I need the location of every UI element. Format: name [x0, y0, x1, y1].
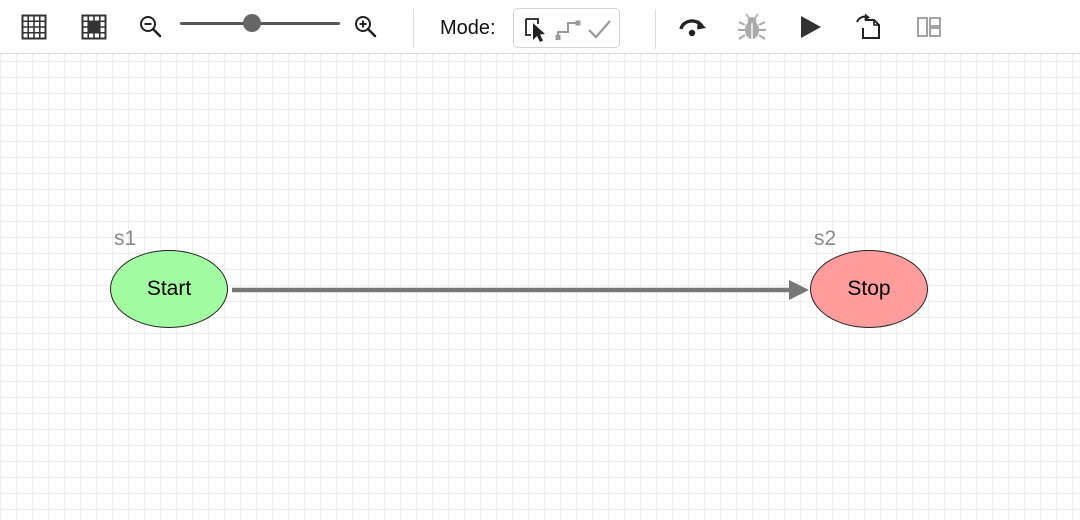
- select-mode-icon[interactable]: [521, 14, 551, 44]
- zoom-slider[interactable]: [180, 14, 340, 34]
- state-id-s2: s2: [814, 227, 837, 250]
- state-id-s1: s1: [114, 227, 137, 250]
- state-node-stop[interactable]: Stop: [810, 250, 928, 328]
- export-icon[interactable]: [852, 9, 886, 45]
- arrowhead: [789, 280, 809, 300]
- zoom-in-icon[interactable]: [349, 9, 383, 45]
- state-label-start: Start: [146, 277, 192, 300]
- split-view-icon[interactable]: [912, 9, 946, 45]
- state-label-stop: Stop: [847, 277, 891, 300]
- redo-icon[interactable]: [675, 9, 709, 45]
- snap-grid-icon[interactable]: [77, 9, 111, 45]
- toolbar-divider: [413, 9, 414, 49]
- toolbar: Mode:: [0, 0, 1080, 54]
- zoom-out-icon[interactable]: [134, 9, 168, 45]
- transition-layer: [232, 280, 809, 300]
- connect-mode-icon[interactable]: [553, 14, 583, 44]
- mode-label: Mode:: [440, 17, 496, 39]
- zoom-thumb[interactable]: [243, 14, 261, 32]
- state-node-start[interactable]: Start: [110, 250, 228, 328]
- diagram-canvas[interactable]: s1 Start s2 Stop: [0, 54, 1080, 520]
- toolbar-divider: [655, 9, 656, 49]
- debug-bug-icon[interactable]: [735, 9, 769, 45]
- mode-selector: [513, 8, 620, 48]
- play-icon[interactable]: [793, 9, 827, 45]
- check-mode-icon[interactable]: [584, 14, 614, 44]
- grid-icon[interactable]: [17, 9, 51, 45]
